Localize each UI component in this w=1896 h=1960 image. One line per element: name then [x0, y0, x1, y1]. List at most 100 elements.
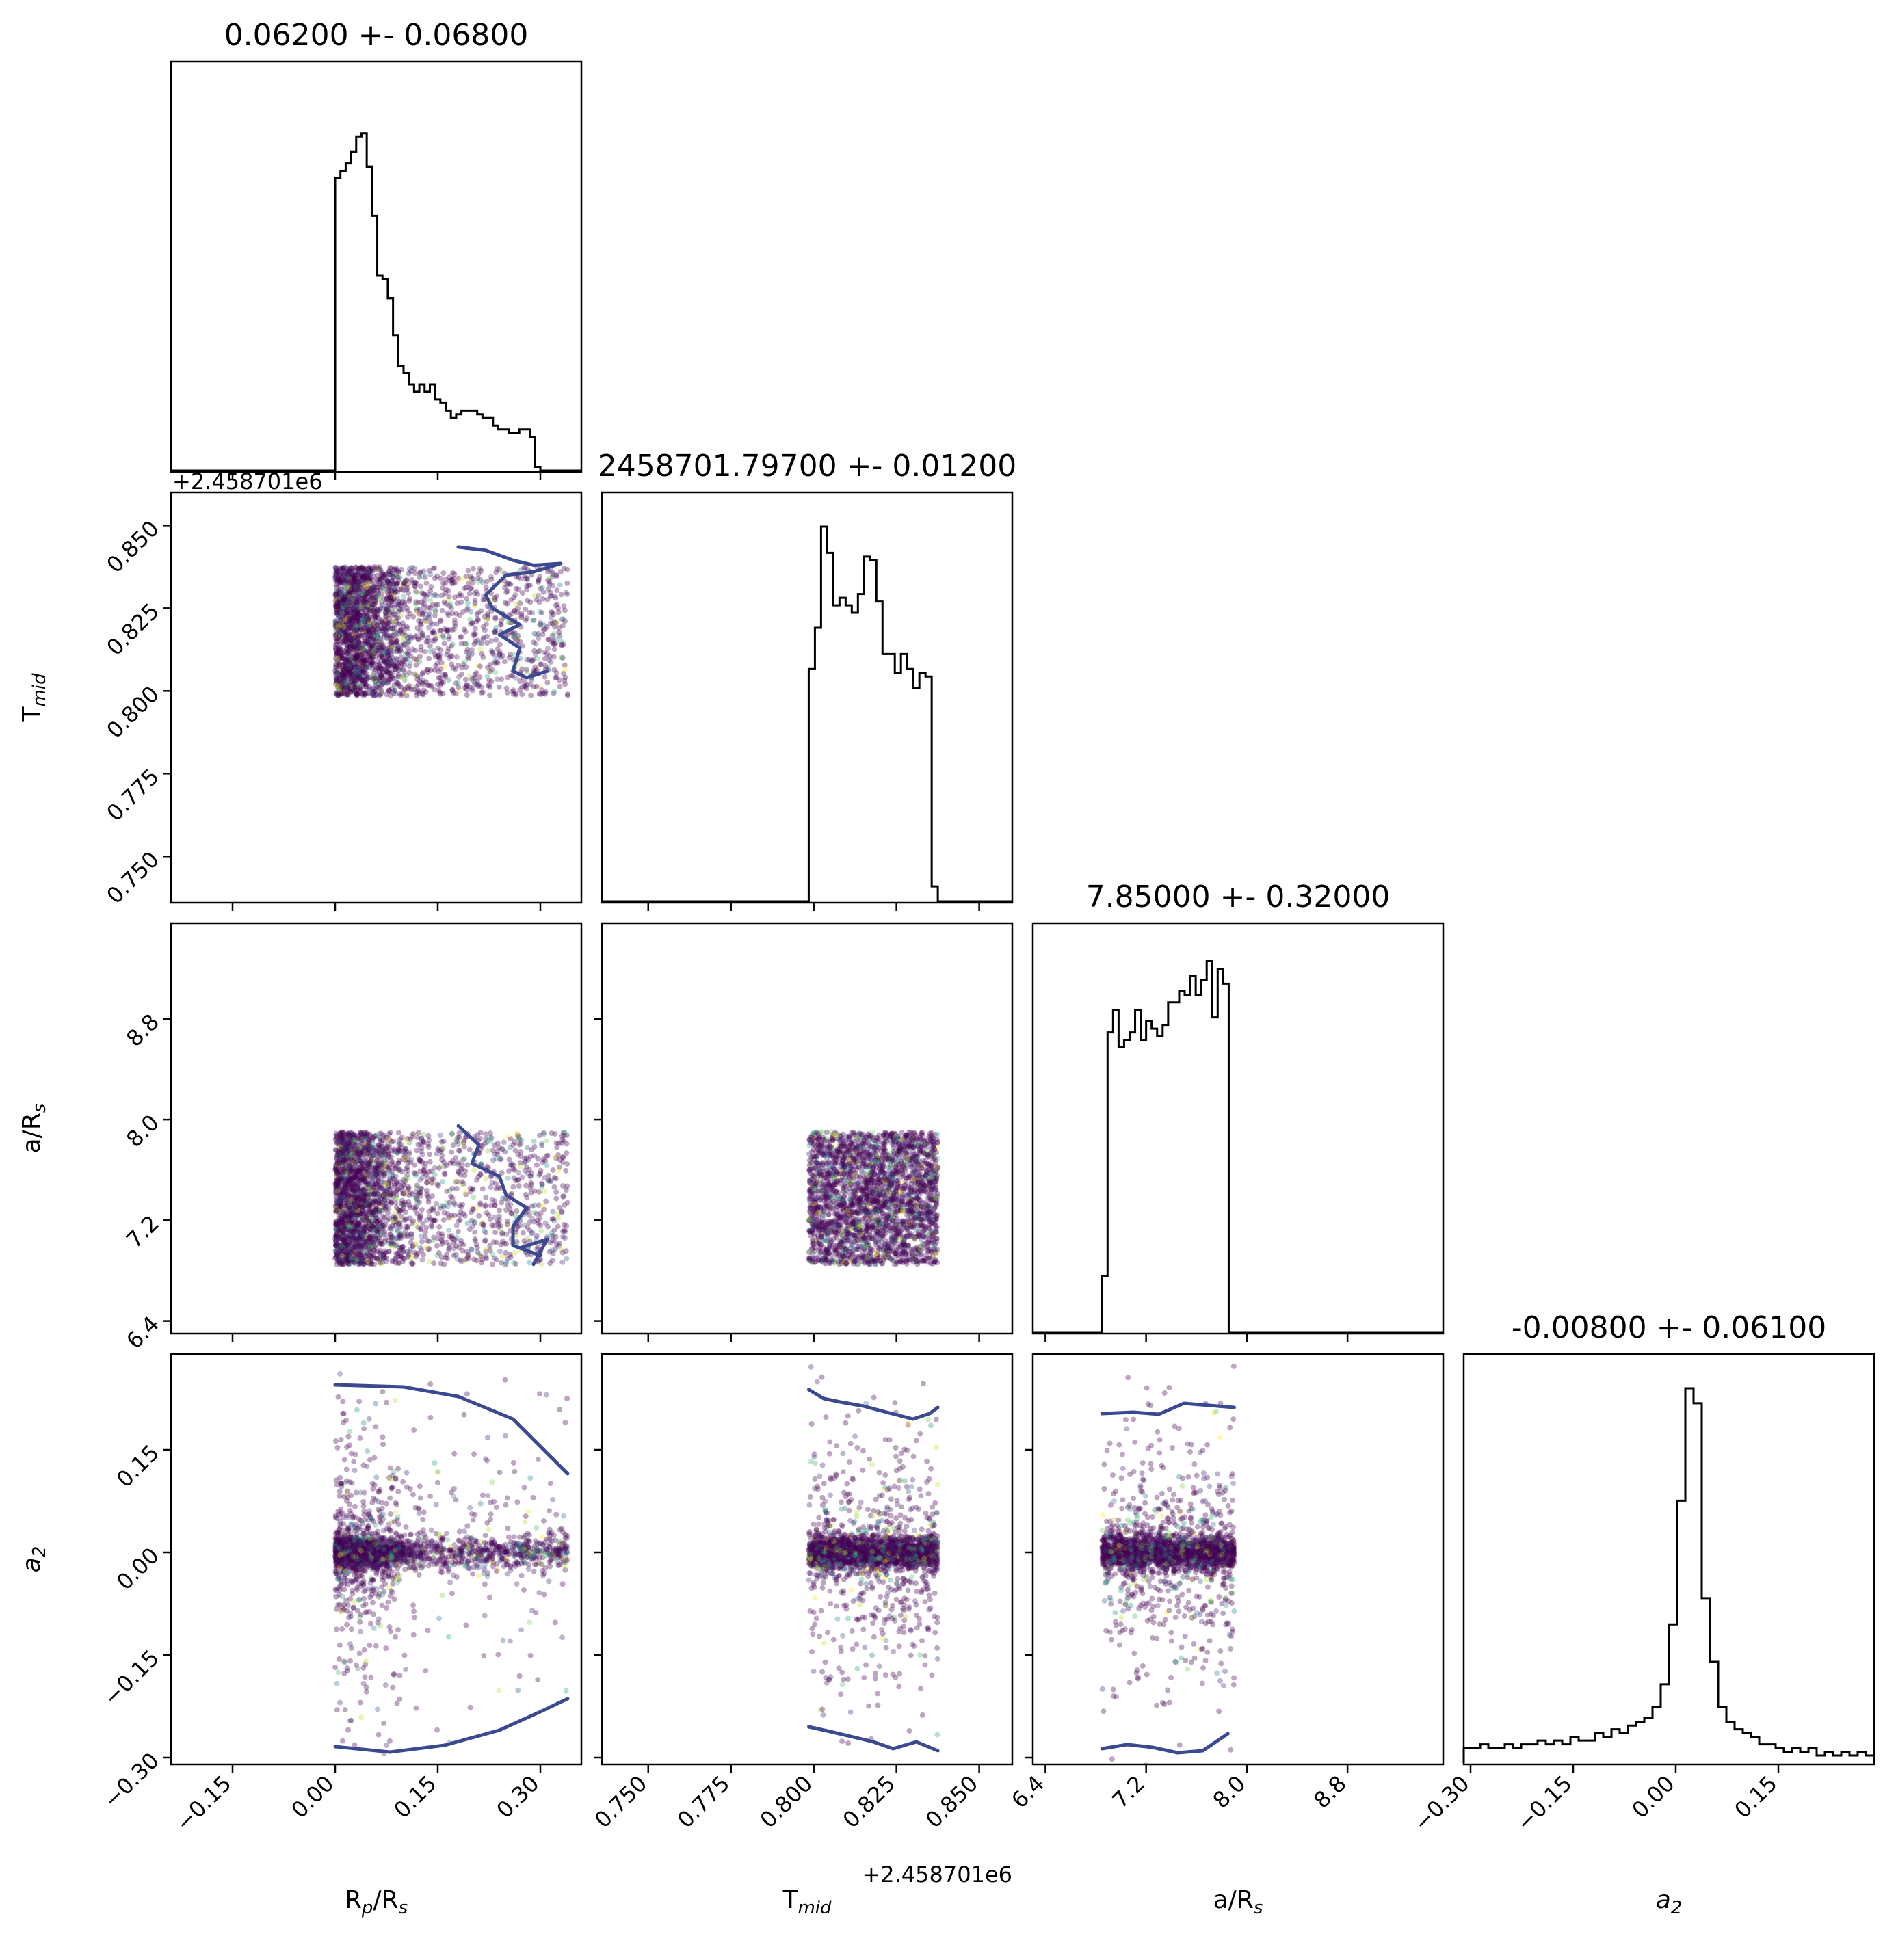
- scatter-point: [563, 590, 569, 596]
- scatter-point: [364, 648, 370, 654]
- scatter-point: [540, 1202, 546, 1208]
- scatter-point: [358, 646, 365, 652]
- scatter-point: [482, 613, 488, 620]
- scatter-point: [340, 635, 346, 641]
- scatter-point: [359, 677, 365, 683]
- scatter-point: [373, 616, 379, 622]
- scatter-point: [354, 623, 360, 629]
- scatter-point: [355, 566, 361, 572]
- scatter-point: [443, 576, 449, 582]
- scatter-point: [352, 620, 358, 626]
- scatter-point: [414, 608, 420, 614]
- scatter-point: [345, 604, 352, 610]
- scatter-point: [334, 652, 340, 658]
- scatter-point: [501, 1139, 507, 1145]
- hist-frame-a2: [1462, 1353, 1875, 1766]
- scatter-point: [438, 617, 444, 623]
- scatter-point: [365, 675, 371, 681]
- scatter-point: [375, 590, 381, 596]
- scatter-point: [345, 597, 352, 603]
- scatter-point: [355, 635, 361, 641]
- scatter-point: [337, 577, 343, 583]
- scatter-point: [467, 585, 473, 592]
- scatter-point: [361, 624, 367, 631]
- scatter-point: [377, 619, 383, 625]
- scatter-point: [438, 1139, 445, 1145]
- scatter-point: [376, 627, 382, 633]
- scatter-point: [365, 664, 371, 670]
- scatter-point: [370, 630, 376, 636]
- scatter-point: [351, 1234, 357, 1240]
- scatter-point: [423, 619, 429, 625]
- scatter-point: [373, 630, 379, 636]
- scatter-point: [360, 657, 367, 663]
- scatter-point: [373, 672, 380, 678]
- scatter-point: [497, 651, 503, 657]
- scatter-point: [350, 596, 356, 602]
- scatter-point: [488, 648, 495, 654]
- scatter-point: [373, 642, 380, 648]
- scatter-point: [337, 681, 343, 687]
- scatter-point: [354, 691, 360, 697]
- scatter-point: [355, 611, 361, 617]
- scatter-point: [354, 610, 360, 616]
- scatter-point: [349, 642, 355, 648]
- scatter-point: [354, 648, 360, 654]
- scatter-point: [380, 654, 386, 660]
- scatter-point: [362, 592, 368, 598]
- scatter-point: [356, 674, 363, 680]
- scatter-point: [342, 572, 348, 579]
- scatter-point: [424, 1191, 430, 1197]
- scatter-point: [551, 646, 557, 652]
- scatter-point: [469, 620, 475, 626]
- scatter-point: [396, 648, 402, 654]
- scatter-point: [483, 621, 489, 627]
- scatter-point: [382, 618, 389, 624]
- scatter-point: [354, 594, 360, 600]
- scatter-point: [381, 572, 387, 578]
- scatter-point: [429, 630, 435, 636]
- scatter-point: [367, 645, 373, 651]
- scatter-point: [460, 1210, 466, 1217]
- scatter-point: [523, 575, 529, 581]
- scatter-point: [531, 631, 538, 637]
- scatter-point: [387, 571, 393, 577]
- scatter-point: [333, 606, 339, 612]
- scatter-point: [563, 1167, 569, 1174]
- scatter-point: [367, 633, 373, 639]
- scatter-point: [377, 620, 383, 626]
- scatter-point: [350, 622, 356, 628]
- scatter-point: [353, 607, 359, 613]
- scatter-point: [511, 594, 517, 600]
- scatter-point: [384, 603, 391, 609]
- scatter-point: [356, 586, 362, 592]
- scatter-point: [334, 611, 341, 618]
- scatter-point: [337, 684, 343, 690]
- scatter-point: [365, 648, 371, 654]
- scatter-point: [408, 635, 414, 641]
- scatter-point: [356, 639, 362, 646]
- scatter-point: [337, 663, 343, 669]
- scatter-point: [376, 607, 382, 613]
- scatter-point: [332, 573, 339, 579]
- scatter-point: [472, 680, 478, 686]
- scatter-point: [537, 609, 543, 615]
- scatter-point: [352, 689, 358, 695]
- scatter-point: [367, 659, 373, 665]
- scatter-point: [562, 1228, 568, 1234]
- scatter-point: [354, 600, 360, 606]
- scatter-point: [334, 691, 340, 697]
- scatter-point: [559, 616, 565, 622]
- scatter-point: [398, 684, 404, 690]
- scatter-point: [339, 674, 345, 680]
- scatter-point: [350, 666, 356, 672]
- scatter-point: [369, 674, 376, 680]
- scatter-point: [334, 655, 341, 661]
- scatter-point: [407, 633, 413, 639]
- scatter-point: [377, 654, 383, 660]
- scatter-point: [487, 661, 493, 667]
- scatter-point: [352, 588, 358, 594]
- scatter-point: [449, 626, 456, 633]
- scatter-point: [376, 681, 382, 687]
- scatter-point: [364, 570, 370, 577]
